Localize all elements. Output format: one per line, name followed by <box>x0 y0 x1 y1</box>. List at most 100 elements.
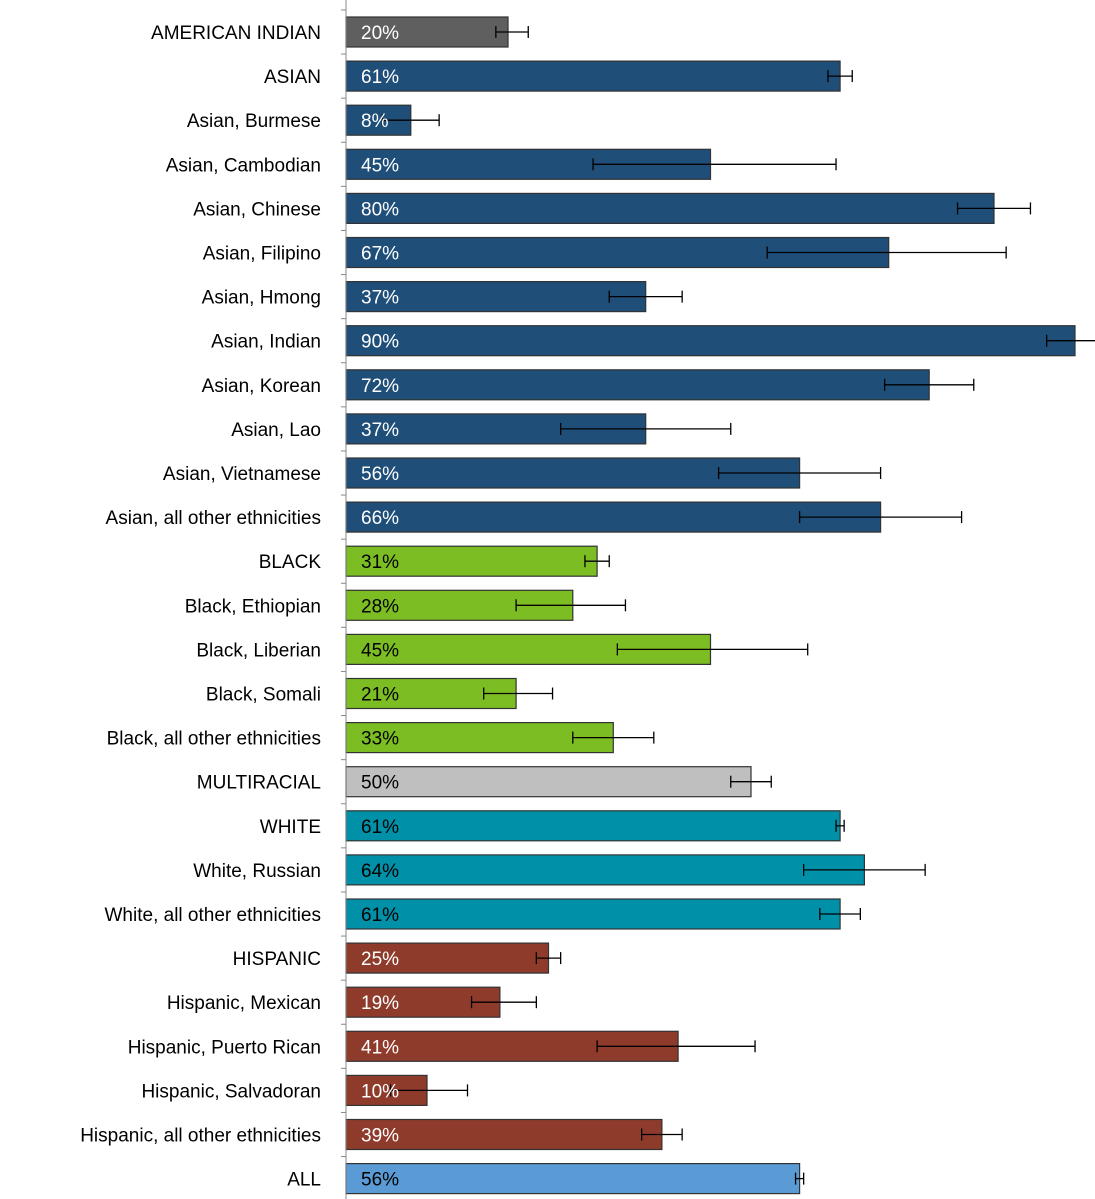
error-bar <box>1046 334 1095 347</box>
error-bar <box>515 599 627 612</box>
category-label: White, all other ethnicities <box>105 905 322 926</box>
category-label: Asian, all other ethnicities <box>106 508 321 529</box>
error-bar <box>827 70 853 83</box>
error-bar <box>730 775 772 788</box>
value-label: 33% <box>361 729 399 750</box>
value-label: 45% <box>361 640 399 661</box>
value-label: 56% <box>361 1170 399 1191</box>
category-axis <box>341 0 347 1199</box>
bars-layer <box>345 16 1076 1195</box>
value-label: 90% <box>361 332 399 353</box>
category-label: White, Russian <box>193 861 321 882</box>
value-label: 37% <box>361 420 399 441</box>
bar <box>345 192 995 224</box>
value-label: 10% <box>361 1081 399 1102</box>
value-label: 25% <box>361 949 399 970</box>
category-label: ASIAN <box>264 67 321 88</box>
bar <box>345 1162 801 1195</box>
bar <box>345 721 614 754</box>
value-label: 19% <box>361 993 399 1014</box>
bar <box>345 810 841 842</box>
error-bar <box>794 1172 805 1185</box>
error-bar <box>592 158 837 171</box>
category-label: Asian, Indian <box>211 332 321 353</box>
value-labels-layer: 20% 61% 8% 45% 80% 67% 37% 90% 72% 37% 56% 66% 31% 28… <box>361 23 399 1191</box>
category-label: HISPANIC <box>233 949 321 970</box>
category-label: ALL <box>287 1170 321 1191</box>
category-label: Hispanic, Mexican <box>167 993 321 1014</box>
error-bar <box>616 643 809 656</box>
category-label: Black, Somali <box>206 685 321 706</box>
bar <box>345 854 866 886</box>
error-bar <box>584 555 610 568</box>
value-label: 66% <box>361 508 399 529</box>
value-label: 67% <box>361 244 399 265</box>
error-bar <box>608 290 683 303</box>
error-bar <box>495 26 529 38</box>
value-label: 20% <box>361 23 399 44</box>
category-label: Hispanic, Puerto Rican <box>128 1037 321 1058</box>
category-label: Asian, Korean <box>202 376 321 397</box>
value-label: 80% <box>361 199 399 220</box>
value-label: 45% <box>361 155 399 176</box>
error-bar <box>572 731 655 744</box>
category-label: BLACK <box>259 552 322 573</box>
error-bar <box>803 863 926 876</box>
bar <box>345 369 930 401</box>
value-label: 61% <box>361 905 399 926</box>
error-bars-layer <box>381 26 1095 1185</box>
bar <box>345 60 841 92</box>
bar <box>345 898 841 930</box>
error-bar <box>596 1040 756 1053</box>
bar <box>345 942 550 974</box>
value-label: 50% <box>361 773 399 794</box>
error-bar <box>381 114 440 127</box>
category-label: WHITE <box>260 817 321 838</box>
category-label: Hispanic, Salvadoran <box>141 1081 321 1102</box>
category-label: Black, Ethiopian <box>185 596 321 617</box>
category-label: AMERICAN INDIAN <box>151 23 321 44</box>
error-bar <box>819 908 861 920</box>
error-bar <box>470 996 537 1009</box>
error-bar <box>956 202 1032 215</box>
error-bar <box>884 378 975 391</box>
error-bar <box>389 1084 469 1097</box>
bar <box>345 325 1076 357</box>
value-label: 39% <box>361 1126 399 1147</box>
bar <box>345 766 752 798</box>
value-label: 28% <box>361 596 399 617</box>
category-label: Hispanic, all other ethnicities <box>80 1126 321 1147</box>
error-bar <box>535 952 562 965</box>
category-label: Asian, Chinese <box>193 199 321 220</box>
value-label: 61% <box>361 67 399 88</box>
error-bar <box>766 246 1007 259</box>
category-label: Black, all other ethnicities <box>107 729 321 750</box>
value-label: 64% <box>361 861 399 882</box>
value-label: 31% <box>361 552 399 573</box>
category-label: Black, Liberian <box>196 640 321 661</box>
category-label: Asian, Vietnamese <box>163 464 321 485</box>
error-bar <box>835 819 845 832</box>
error-bar <box>483 687 554 700</box>
category-label: Asian, Cambodian <box>166 155 321 176</box>
category-label: Asian, Filipino <box>203 244 321 265</box>
bar <box>345 16 509 48</box>
category-label: Asian, Lao <box>231 420 321 441</box>
value-label: 61% <box>361 817 399 838</box>
category-label: Asian, Hmong <box>202 288 321 309</box>
error-bar <box>641 1128 683 1141</box>
category-labels-layer: AMERICAN INDIAN ASIAN Asian, Burmese Asian,… <box>80 23 321 1191</box>
bar <box>345 281 647 313</box>
category-label: MULTIRACIAL <box>197 773 321 794</box>
value-label: 21% <box>361 685 399 706</box>
value-label: 37% <box>361 288 399 309</box>
value-label: 41% <box>361 1037 399 1058</box>
error-bar <box>560 422 732 435</box>
error-bar <box>717 467 882 479</box>
category-label: Asian, Burmese <box>187 111 321 132</box>
value-label: 72% <box>361 376 399 397</box>
value-label: 56% <box>361 464 399 485</box>
error-bar <box>798 511 963 524</box>
value-label: 8% <box>361 111 389 132</box>
